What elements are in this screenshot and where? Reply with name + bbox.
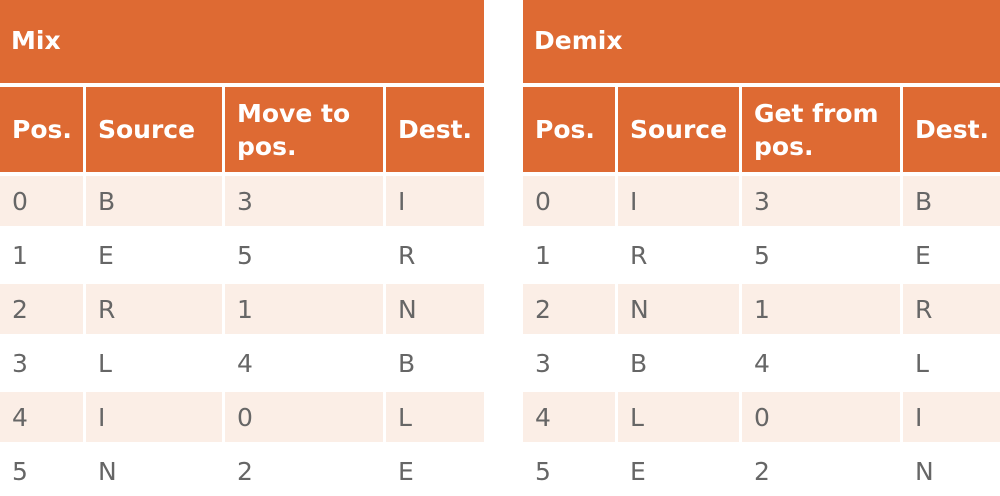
table-cell: E: [86, 230, 222, 280]
table-row: 1 E 5 R: [0, 230, 484, 280]
table-cell: N: [903, 446, 1000, 496]
table-cell: B: [386, 338, 484, 388]
table-row: 2 R 1 N: [0, 284, 484, 334]
demix-header-source: Source: [618, 87, 739, 172]
table-cell: I: [618, 176, 739, 226]
mix-table-title: Mix: [0, 0, 484, 83]
table-cell: 5: [0, 446, 83, 496]
table-cell: L: [386, 392, 484, 442]
table-cell: 4: [523, 392, 615, 442]
table-cell: R: [903, 284, 1000, 334]
table-cell: L: [86, 338, 222, 388]
table-cell: 0: [0, 176, 83, 226]
table-cell: E: [903, 230, 1000, 280]
table-cell: I: [386, 176, 484, 226]
table-cell: 5: [225, 230, 383, 280]
mix-header-source: Source: [86, 87, 222, 172]
demix-table: Demix Pos. Source Get from pos. Dest. 0 …: [523, 0, 1000, 496]
table-cell: E: [618, 446, 739, 496]
table-cell: N: [618, 284, 739, 334]
table-cell: 0: [742, 392, 900, 442]
table-cell: 2: [225, 446, 383, 496]
table-row: 0 I 3 B: [523, 176, 1000, 226]
mix-table: Mix Pos. Source Move to pos. Dest. 0 B 3…: [0, 0, 484, 496]
table-cell: 4: [225, 338, 383, 388]
table-cell: 1: [523, 230, 615, 280]
table-cell: 3: [225, 176, 383, 226]
demix-table-title: Demix: [523, 0, 1000, 83]
table-row: 3 B 4 L: [523, 338, 1000, 388]
table-cell: 4: [742, 338, 900, 388]
table-row: 5 E 2 N: [523, 446, 1000, 496]
table-cell: E: [386, 446, 484, 496]
table-cell: 5: [742, 230, 900, 280]
table-row: 1 R 5 E: [523, 230, 1000, 280]
table-cell: B: [618, 338, 739, 388]
table-cell: N: [86, 446, 222, 496]
demix-header-get-from-pos: Get from pos.: [742, 87, 900, 172]
table-cell: I: [86, 392, 222, 442]
table-cell: 3: [742, 176, 900, 226]
table-cell: B: [86, 176, 222, 226]
table-cell: 2: [523, 284, 615, 334]
mix-header-row: Pos. Source Move to pos. Dest.: [0, 87, 484, 172]
table-cell: R: [86, 284, 222, 334]
table-cell: R: [618, 230, 739, 280]
demix-header-dest: Dest.: [903, 87, 1000, 172]
table-cell: I: [903, 392, 1000, 442]
table-cell: 1: [225, 284, 383, 334]
table-cell: R: [386, 230, 484, 280]
table-cell: 3: [0, 338, 83, 388]
table-cell: 5: [523, 446, 615, 496]
demix-header-pos: Pos.: [523, 87, 615, 172]
table-cell: L: [618, 392, 739, 442]
mix-header-pos: Pos.: [0, 87, 83, 172]
mix-header-dest: Dest.: [386, 87, 484, 172]
table-cell: 0: [225, 392, 383, 442]
table-cell: 1: [742, 284, 900, 334]
table-cell: 4: [0, 392, 83, 442]
table-row: 5 N 2 E: [0, 446, 484, 496]
table-row: 0 B 3 I: [0, 176, 484, 226]
table-cell: N: [386, 284, 484, 334]
table-cell: 0: [523, 176, 615, 226]
table-cell: 3: [523, 338, 615, 388]
table-cell: 1: [0, 230, 83, 280]
table-row: 2 N 1 R: [523, 284, 1000, 334]
table-row: 4 L 0 I: [523, 392, 1000, 442]
demix-header-row: Pos. Source Get from pos. Dest.: [523, 87, 1000, 172]
table-row: 3 L 4 B: [0, 338, 484, 388]
table-row: 4 I 0 L: [0, 392, 484, 442]
table-cell: B: [903, 176, 1000, 226]
table-cell: 2: [0, 284, 83, 334]
table-cell: L: [903, 338, 1000, 388]
mix-header-move-to-pos: Move to pos.: [225, 87, 383, 172]
table-cell: 2: [742, 446, 900, 496]
